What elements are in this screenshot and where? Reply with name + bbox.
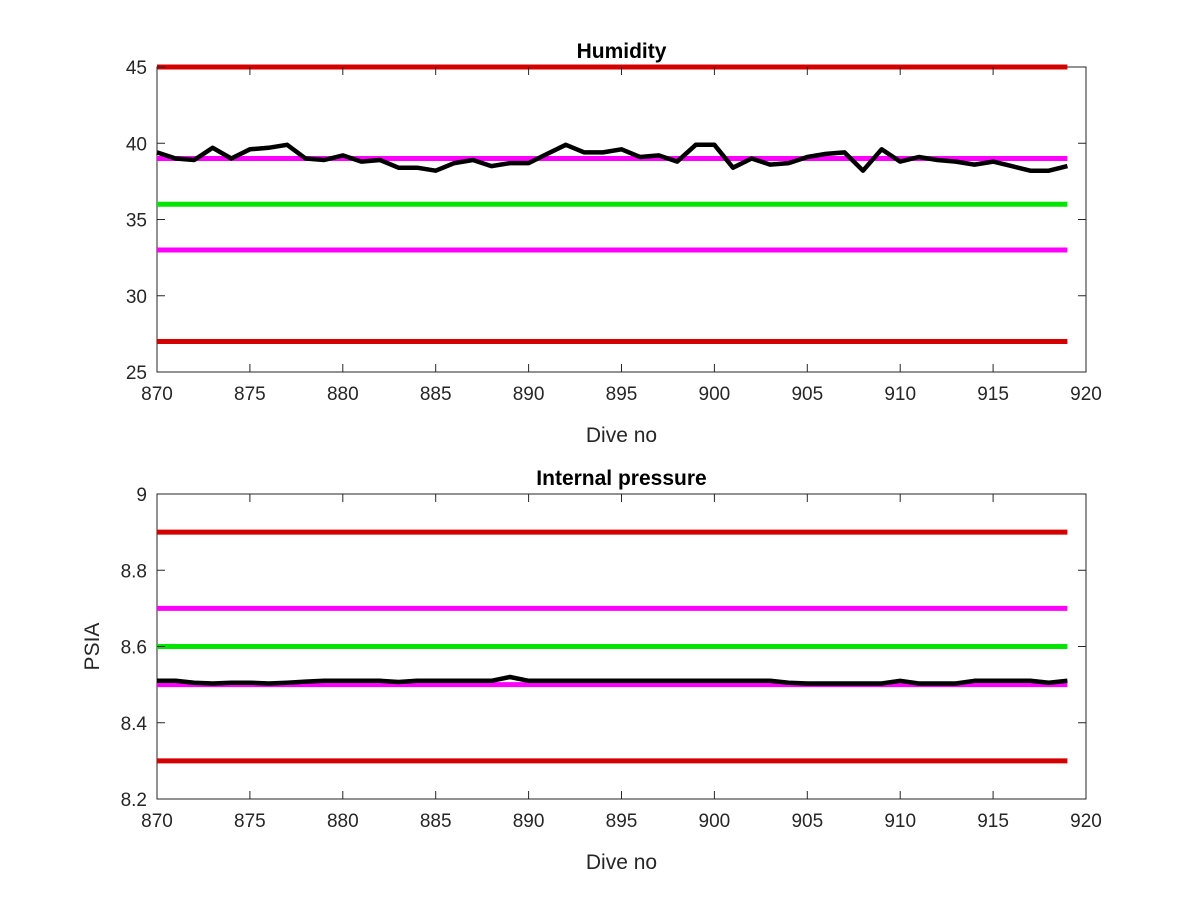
y-axis-label: PSIA [81, 623, 104, 671]
x-tick-label: 890 [513, 384, 545, 405]
x-axis-label: Dive no [586, 424, 657, 447]
x-tick-label: 885 [420, 384, 452, 405]
x-tick-label: 915 [977, 384, 1009, 405]
series-line [156, 142, 1068, 173]
x-tick-label: 915 [977, 811, 1009, 832]
x-tick-label: 895 [606, 811, 638, 832]
x-tick-label: 870 [141, 811, 173, 832]
y-tick-label: 8.6 [121, 638, 147, 659]
humidity-panel: 870 875 880 885 890 895 900 905 910 915 920 25 30 35 4… [126, 40, 1102, 447]
y-tick-label: 8.4 [121, 714, 148, 735]
x-tick-label: 880 [327, 811, 359, 832]
x-tick-label: 870 [141, 384, 173, 405]
x-tick-label: 890 [513, 811, 545, 832]
y-tick-label: 35 [126, 211, 147, 232]
x-axis-label: Dive no [586, 851, 657, 874]
y-tick-label: 8.8 [121, 561, 147, 582]
x-tick-label: 880 [327, 384, 359, 405]
chart-title: Humidity [577, 40, 667, 63]
x-tick-label: 875 [234, 384, 266, 405]
y-tick-label: 40 [126, 134, 147, 155]
y-tick-label: 9 [136, 485, 147, 506]
x-tick-label: 920 [1070, 384, 1102, 405]
x-tick-label: 900 [699, 811, 731, 832]
x-tick-label: 910 [884, 811, 916, 832]
y-tick-label: 30 [126, 287, 147, 308]
x-tick-label: 875 [234, 811, 266, 832]
x-tick-label: 905 [791, 384, 823, 405]
chart-title: Internal pressure [536, 467, 706, 490]
x-tick-label: 910 [884, 384, 916, 405]
x-tick-label: 920 [1070, 811, 1102, 832]
x-tick-label: 885 [420, 811, 452, 832]
y-tick-label: 45 [126, 58, 147, 79]
x-tick-label: 905 [791, 811, 823, 832]
series-line [157, 674, 1068, 686]
x-tick-label: 900 [699, 384, 731, 405]
x-tick-label: 895 [606, 384, 638, 405]
axes-box [156, 66, 1087, 373]
internal-pressure-panel: 870 875 880 885 890 895 900 905 910 915 920 8.2 8.4 8… [81, 467, 1102, 874]
y-tick-label: 8.2 [121, 790, 147, 811]
y-tick-label: 25 [126, 363, 147, 384]
